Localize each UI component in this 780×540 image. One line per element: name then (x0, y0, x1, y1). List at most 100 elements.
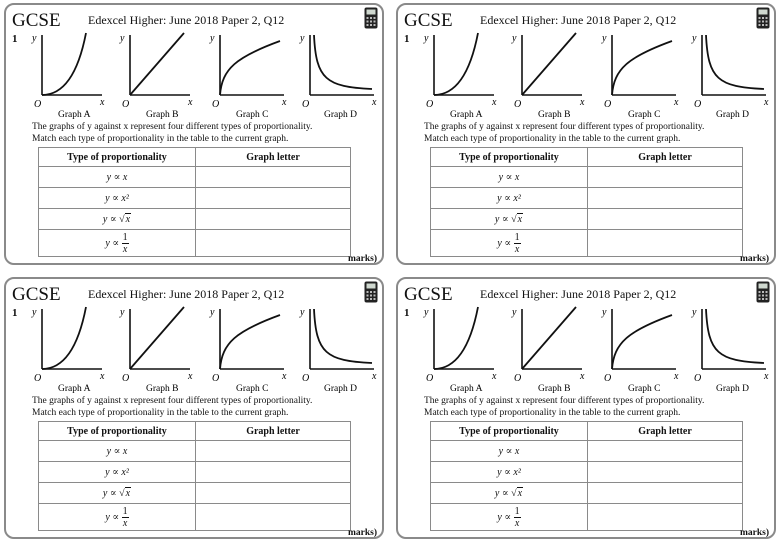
row-type: y ∝ x² (38, 461, 196, 483)
question-text-line-2: Match each type of proportionality in th… (32, 134, 289, 144)
answer-cell[interactable] (587, 461, 743, 483)
graph-c: y x O Graph C (209, 307, 287, 394)
table-row: y ∝ x² (38, 461, 351, 483)
row-type-prefix: y ∝ (494, 213, 512, 225)
graph-d-label: Graph D (324, 110, 357, 120)
question-text-line-1: The graphs of y against x represent four… (424, 396, 705, 406)
graph-a-x-label: x (99, 371, 105, 382)
graph-c-label: Graph C (236, 384, 268, 394)
graph-c-y-label: y (209, 307, 215, 318)
question-text: The graphs of y against x represent four… (32, 121, 372, 145)
graph-a-x-label: x (491, 97, 497, 108)
table-row: y ∝ x (38, 166, 351, 188)
calculator-icon (756, 281, 770, 303)
row-type: y ∝ x (430, 440, 588, 462)
answer-cell[interactable] (587, 166, 743, 188)
graphs-row: y x O Graph A y x O Graph B y x O (31, 32, 377, 120)
graph-c-y-label: y (209, 33, 215, 44)
graph-b-origin: O (514, 99, 521, 110)
table-row: y ∝ x (430, 440, 743, 462)
answer-cell[interactable] (587, 208, 743, 230)
graph-b-label: Graph B (538, 384, 570, 394)
graph-a-y-label: y (31, 33, 37, 44)
graphs-row: y x O Graph A y x O Graph B y x O (31, 306, 377, 394)
table-row: y ∝ √x (38, 482, 351, 504)
gcse-badge: GCSE (402, 10, 455, 31)
graph-c-x-label: x (281, 371, 287, 382)
fraction-denominator: x (514, 517, 520, 529)
question-text: The graphs of y against x represent four… (32, 395, 372, 419)
graph-b-origin: O (514, 373, 521, 384)
answer-cell[interactable] (195, 187, 351, 209)
header-type: Type of proportionality (430, 421, 588, 441)
graph-d-origin: O (302, 99, 309, 110)
answer-cell[interactable] (195, 461, 351, 483)
answer-cell[interactable] (587, 229, 743, 257)
graph-d-label: Graph D (716, 384, 749, 394)
gcse-badge: GCSE (10, 284, 63, 305)
header-type: Type of proportionality (430, 147, 588, 167)
graph-c-origin: O (212, 373, 219, 384)
table-row: y ∝ x² (430, 461, 743, 483)
answer-cell[interactable] (195, 229, 351, 257)
answer-cell[interactable] (587, 187, 743, 209)
paper-title: Edexcel Higher: June 2018 Paper 2, Q12 (478, 13, 679, 28)
question-text-line-1: The graphs of y against x represent four… (424, 122, 705, 132)
calculator-icon (756, 7, 770, 29)
question-text: The graphs of y against x represent four… (424, 121, 764, 145)
graph-d-y-label: y (299, 33, 305, 44)
graph-b-x-label: x (579, 97, 585, 108)
marks-label: marks) (740, 528, 770, 538)
answer-cell[interactable] (587, 440, 743, 462)
answer-cell[interactable] (195, 503, 351, 531)
proportionality-table: Type of proportionality Graph letter y ∝… (430, 421, 743, 531)
graph-b-x-label: x (579, 371, 585, 382)
row-type: y ∝ √x (38, 208, 196, 230)
table-row: y ∝ x (38, 440, 351, 462)
graph-d-origin: O (302, 373, 309, 384)
table-header-row: Type of proportionality Graph letter (430, 147, 743, 167)
sqrt-sign: √x (511, 486, 524, 499)
table-header-row: Type of proportionality Graph letter (430, 421, 743, 441)
answer-cell[interactable] (195, 440, 351, 462)
sqrt-radicand: x (124, 212, 132, 225)
answer-cell[interactable] (587, 482, 743, 504)
table-row: y ∝ √x (430, 482, 743, 504)
answer-cell[interactable] (195, 482, 351, 504)
graph-a-label: Graph A (450, 110, 483, 120)
graph-a: y x O Graph A (31, 32, 105, 120)
table-row: y ∝ x² (430, 187, 743, 209)
fraction-denominator: x (122, 243, 128, 255)
answer-cell[interactable] (195, 208, 351, 230)
question-text-line-2: Match each type of proportionality in th… (424, 408, 681, 418)
row-type-prefix: y ∝ (497, 511, 514, 523)
row-type: y ∝ √x (430, 482, 588, 504)
graph-d-y-label: y (691, 33, 697, 44)
row-type: y ∝ √x (38, 482, 196, 504)
graph-c-x-label: x (673, 371, 679, 382)
graph-c-x-label: x (673, 97, 679, 108)
gcse-badge: GCSE (402, 284, 455, 305)
row-type-prefix: y ∝ (102, 213, 120, 225)
graph-d: y x O Graph D (299, 307, 377, 394)
header-type: Type of proportionality (38, 147, 196, 167)
paper-title: Edexcel Higher: June 2018 Paper 2, Q12 (478, 287, 679, 302)
answer-cell[interactable] (195, 166, 351, 188)
sqrt-radicand: x (516, 486, 524, 499)
graph-d-origin: O (694, 373, 701, 384)
sqrt-radicand: x (124, 486, 132, 499)
graph-c-label: Graph C (628, 384, 660, 394)
table-header-row: Type of proportionality Graph letter (38, 421, 351, 441)
graph-b: y x O Graph B (511, 32, 585, 120)
sqrt-sign: √x (119, 486, 132, 499)
graph-b-x-label: x (187, 371, 193, 382)
graph-a-origin: O (34, 99, 41, 110)
graph-d-origin: O (694, 99, 701, 110)
table-row: y ∝ √x (38, 208, 351, 230)
answer-cell[interactable] (587, 503, 743, 531)
graph-b-label: Graph B (538, 110, 570, 120)
graph-a-origin: O (34, 373, 41, 384)
